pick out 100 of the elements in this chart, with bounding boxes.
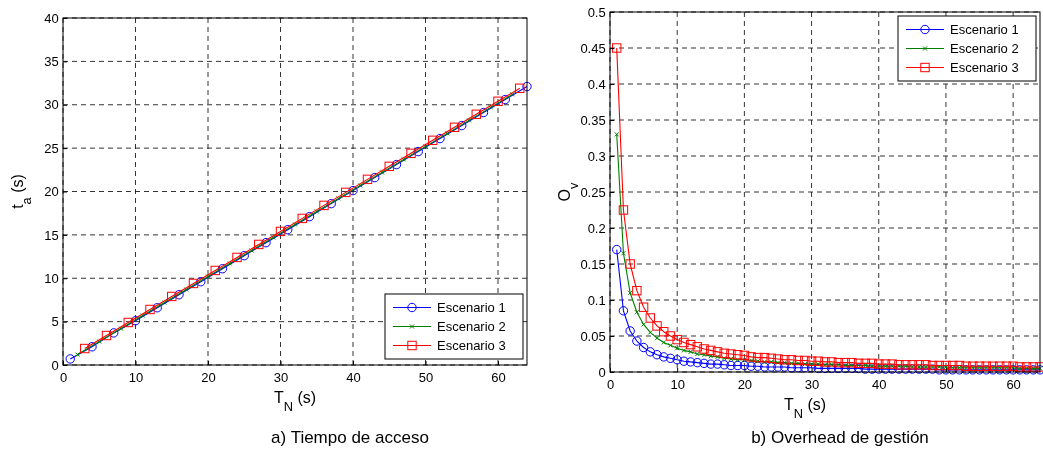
point [348, 185, 358, 196]
point [466, 117, 472, 123]
y-tick-label: 15 [44, 227, 59, 243]
point [423, 143, 428, 149]
legend-label: Escenario 1 [950, 22, 1019, 37]
legend-label: Escenario 3 [950, 60, 1019, 75]
y-tick-label: 0.5 [587, 4, 606, 20]
point [488, 104, 494, 110]
x-tick-label: 20 [737, 377, 753, 393]
point [217, 264, 228, 274]
x-tick-label: 60 [491, 370, 506, 386]
point [413, 146, 423, 157]
point [130, 316, 141, 326]
y-tick-label: 0.45 [580, 40, 606, 56]
y-tick-label: 0.2 [587, 220, 606, 236]
point [239, 251, 249, 261]
point [435, 133, 445, 144]
point [292, 221, 298, 227]
point [515, 83, 525, 93]
point [65, 354, 75, 364]
x-axis-title: T$_{N}$ (s) [273, 389, 317, 414]
point [183, 287, 189, 293]
y-tick-label: 0.05 [580, 328, 606, 344]
point [319, 200, 329, 211]
point [167, 291, 177, 302]
point [80, 343, 90, 354]
point [188, 278, 199, 289]
point [140, 313, 146, 319]
point [457, 120, 467, 131]
point [406, 148, 416, 159]
point [87, 342, 97, 352]
point [362, 174, 373, 185]
y-tick-label: 20 [44, 184, 59, 200]
y-tick-label: 10 [44, 270, 59, 286]
point [101, 330, 112, 341]
point [384, 161, 394, 172]
point [341, 187, 351, 198]
point [449, 122, 460, 133]
legend-label: Escenario 3 [437, 338, 506, 353]
point [145, 304, 155, 315]
x-tick-label: 10 [670, 377, 685, 393]
point [123, 317, 133, 328]
point [314, 208, 320, 214]
x-axis-title: T$_{N}$ (s) [783, 396, 827, 421]
legend-label: Escenario 1 [437, 300, 506, 315]
legend-label: Escenario 2 [950, 41, 1019, 56]
y-tick-label: 25 [44, 140, 59, 156]
point [227, 261, 233, 266]
y-tick-label: 35 [44, 54, 59, 70]
x-tick-label: 60 [1006, 377, 1021, 393]
point [210, 265, 220, 276]
point [283, 224, 293, 235]
point [275, 226, 286, 237]
point [379, 169, 385, 175]
point [357, 182, 363, 188]
point [304, 211, 315, 222]
x-tick-label: 40 [872, 377, 887, 393]
point [471, 109, 481, 119]
text: a) Tiempo de acceso [271, 428, 429, 447]
point [478, 107, 489, 118]
point [370, 172, 380, 183]
point [254, 239, 264, 250]
y-tick-label: 0.3 [587, 148, 606, 164]
point [118, 326, 124, 332]
point [500, 94, 510, 105]
y-tick-label: 30 [44, 97, 59, 113]
text: b) Overhead de gestión [751, 428, 929, 447]
y-tick-label: 5 [51, 314, 59, 330]
point [444, 130, 450, 136]
x-tick-label: 30 [804, 377, 820, 393]
y-tick-label: 0.1 [587, 292, 606, 308]
point [522, 81, 532, 92]
x-tick-label: 20 [201, 370, 216, 386]
x-tick-label: 30 [273, 370, 289, 386]
y-tick-label: 0.25 [580, 184, 606, 200]
y-tick-label: 0.4 [587, 76, 606, 92]
point [270, 234, 276, 240]
point [428, 135, 438, 146]
point [261, 237, 271, 248]
point [326, 198, 336, 209]
x-tick-label: 10 [128, 370, 144, 386]
x-tick-label: 50 [939, 377, 954, 393]
y-tick-label: 0.35 [580, 112, 606, 128]
y-tick-label: 0.15 [580, 256, 606, 272]
point [196, 277, 206, 287]
point [152, 303, 162, 313]
point [297, 213, 307, 224]
y-tick-label: 0 [51, 357, 59, 373]
point [109, 328, 119, 338]
y-tick-label: 40 [44, 10, 59, 26]
point [205, 274, 211, 280]
x-tick-label: 50 [418, 370, 434, 386]
point [493, 96, 503, 106]
point [232, 252, 242, 263]
point [401, 156, 407, 162]
point [174, 290, 184, 300]
legend-label: Escenario 2 [437, 319, 506, 334]
point [391, 159, 402, 170]
x-tick-label: 40 [346, 370, 361, 386]
point [96, 339, 102, 345]
